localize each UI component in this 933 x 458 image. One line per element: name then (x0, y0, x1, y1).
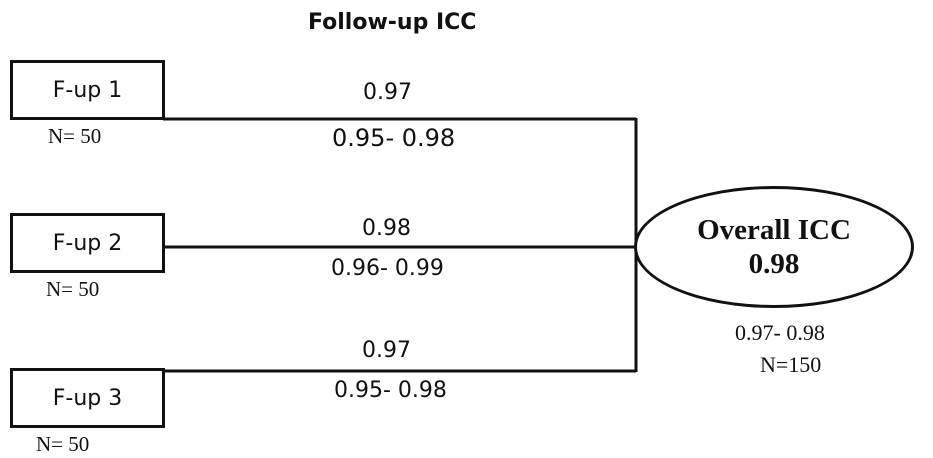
fup2-ci: 0.96- 0.99 (331, 256, 444, 281)
overall-icc-title: Overall ICC (697, 214, 851, 246)
fup1-ci: 0.95- 0.98 (332, 124, 456, 152)
diagram-title: Follow-up ICC (308, 10, 477, 35)
fup1-box: F-up 1 (10, 60, 165, 120)
fup1-icc: 0.97 (363, 80, 412, 105)
fup3-label: F-up 3 (52, 385, 123, 411)
fup1-n: N= 50 (48, 124, 102, 148)
fup2-label: F-up 2 (52, 230, 123, 256)
fup3-box: F-up 3 (10, 368, 165, 428)
fup2-icc: 0.98 (362, 216, 411, 241)
overall-ci: 0.97- 0.98 (735, 320, 825, 345)
fup3-icc: 0.97 (362, 338, 411, 363)
fup1-label: F-up 1 (52, 77, 123, 103)
overall-icc-ellipse: Overall ICC 0.98 (634, 186, 914, 308)
fup3-n: N= 50 (36, 432, 90, 456)
fup3-ci: 0.95- 0.98 (334, 378, 447, 403)
fup2-box: F-up 2 (10, 213, 165, 273)
overall-n: N=150 (760, 352, 822, 377)
fup2-n: N= 50 (46, 277, 100, 301)
overall-icc-value: 0.98 (748, 248, 800, 280)
